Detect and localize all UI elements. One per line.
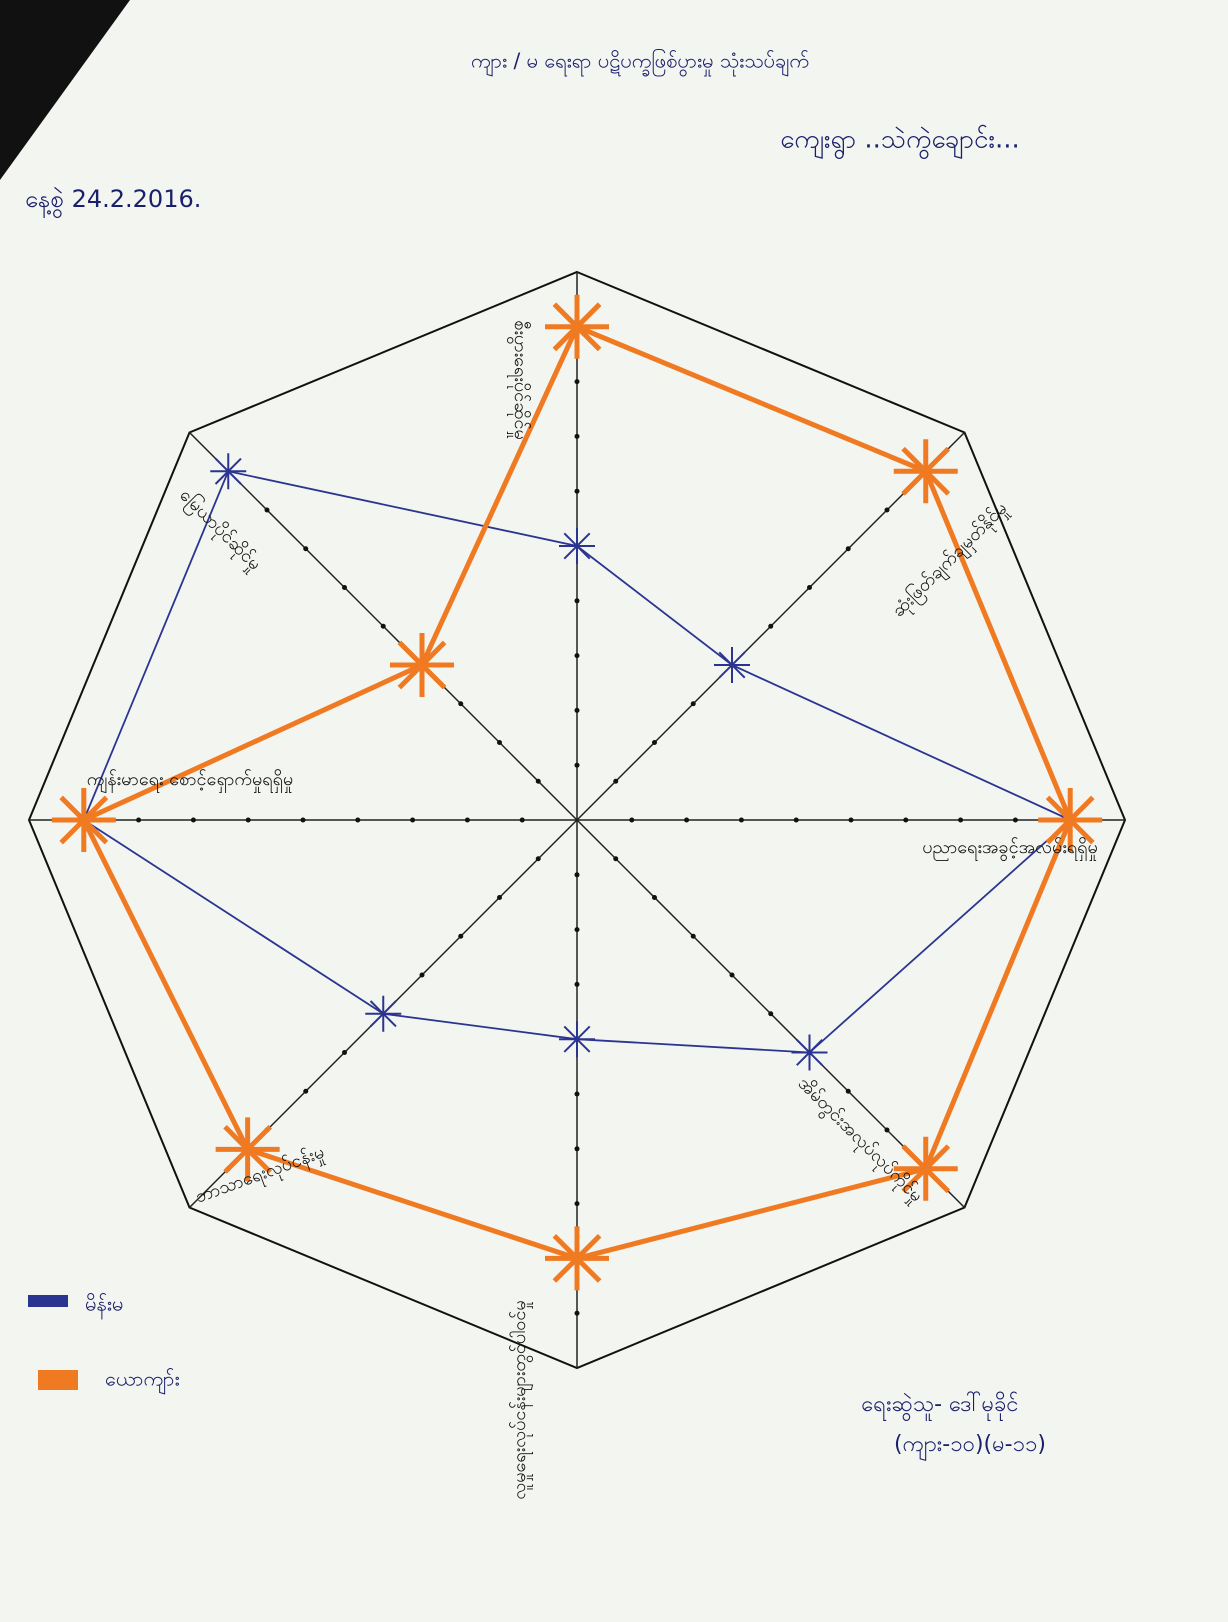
axis-dot <box>342 1050 347 1055</box>
axis-dot <box>846 1089 851 1094</box>
axis-label: လူမှုရေးလုပ်ငန်းများတွင်ပါဝင်မှု <box>509 1300 533 1499</box>
axis-dot <box>807 585 812 590</box>
point-marker <box>545 295 609 359</box>
axis-label: ပညာရေးအခွင့်အလမ်းရရှိမှု <box>922 837 1098 861</box>
axis-dot <box>246 818 251 823</box>
point-marker <box>559 528 595 564</box>
chart: ကျား / မ ရေးရာ ပဋိပက္ခဖြစ်ပွားမှု သုံးသပ… <box>0 0 1228 1622</box>
axis-dot <box>520 818 525 823</box>
village: ကျေးရွာ ..သဲကွဲချောင်း... <box>780 124 1020 160</box>
axis-dot <box>884 1127 889 1132</box>
axis-dot <box>768 624 773 629</box>
axis-dot <box>301 818 306 823</box>
legend-label: ယောကျာ်း <box>105 1367 180 1395</box>
legend-swatch <box>28 1295 68 1307</box>
title: ကျား / မ ရေးရာ ပဋိပက္ခဖြစ်ပွားမှု သုံးသပ… <box>471 49 809 77</box>
axis-label: စီးပွားရေးပိုင်ဆိုင်မှု <box>507 320 531 440</box>
axis-dot <box>465 818 470 823</box>
axis-dot <box>794 818 799 823</box>
axis-dot <box>1013 818 1018 823</box>
axis-dot <box>884 508 889 513</box>
axis-dot <box>265 508 270 513</box>
axis-dot <box>575 1146 580 1151</box>
axis-dot <box>381 624 386 629</box>
author-note: (ကျား-၁၀)(မ-၁၁) <box>894 1432 1046 1461</box>
axis-dot <box>846 546 851 551</box>
axis-dot <box>575 653 580 658</box>
axis-label: ကျန်းမာရေး စောင့်ရှောက်မှုရရှိမှု <box>87 769 293 793</box>
axis-dot <box>136 818 141 823</box>
axis-dot <box>739 818 744 823</box>
axis-dot <box>575 763 580 768</box>
axis-dot <box>849 818 854 823</box>
axis-dot <box>355 818 360 823</box>
axis-dot <box>729 972 734 977</box>
point-marker <box>210 453 246 489</box>
axis-dot <box>575 708 580 713</box>
point-marker <box>714 647 750 683</box>
axis-dot <box>652 895 657 900</box>
axis-dot <box>575 982 580 987</box>
point-marker <box>52 788 116 852</box>
axis-dot <box>303 1089 308 1094</box>
axis-dot <box>903 818 908 823</box>
axis-dot <box>613 856 618 861</box>
axis-dot <box>575 434 580 439</box>
axis-dot <box>536 856 541 861</box>
axis-dot <box>536 779 541 784</box>
axis-dot <box>575 1092 580 1097</box>
point-marker <box>390 633 454 697</box>
axis-dot <box>613 779 618 784</box>
axis-dot <box>497 895 502 900</box>
point-marker <box>791 1034 827 1070</box>
axis-dot <box>575 598 580 603</box>
axis-dot <box>458 934 463 939</box>
axis-dot <box>420 972 425 977</box>
axis-dot <box>303 546 308 551</box>
axis-dot <box>629 818 634 823</box>
axis-dot <box>768 1011 773 1016</box>
axis-dot <box>958 818 963 823</box>
date: နေ့စွဲ 24.2.2016. <box>25 185 201 219</box>
axis-dot <box>410 818 415 823</box>
legend-label: မိန်းမ <box>85 1292 123 1320</box>
axis-dot <box>575 1201 580 1206</box>
point-marker <box>545 1226 609 1290</box>
axis-dot <box>458 701 463 706</box>
axis-label: မြေယာပိုင်ဆိုင်မှု <box>173 484 266 577</box>
axis-dot <box>575 927 580 932</box>
point-marker <box>559 1021 595 1057</box>
author: ရေးဆွဲသူ- ဒေါ်မုခိုင် <box>861 1391 1018 1422</box>
axis-dot <box>652 740 657 745</box>
axis-dot <box>497 740 502 745</box>
axis-dot <box>691 934 696 939</box>
shadow-corner <box>0 0 130 180</box>
axis-dot <box>342 585 347 590</box>
axis-dot <box>575 489 580 494</box>
legend-swatch <box>38 1370 78 1390</box>
axis-dot <box>691 701 696 706</box>
axis-dot <box>575 1311 580 1316</box>
axis-dot <box>575 872 580 877</box>
axis-dot <box>191 818 196 823</box>
point-marker <box>894 439 958 503</box>
axis-dot <box>684 818 689 823</box>
axis-label: ဆုံးဖြတ်ချက်ချမှတ်နိုင်မှု <box>887 497 1013 623</box>
point-marker <box>365 996 401 1032</box>
axis-dot <box>575 379 580 384</box>
